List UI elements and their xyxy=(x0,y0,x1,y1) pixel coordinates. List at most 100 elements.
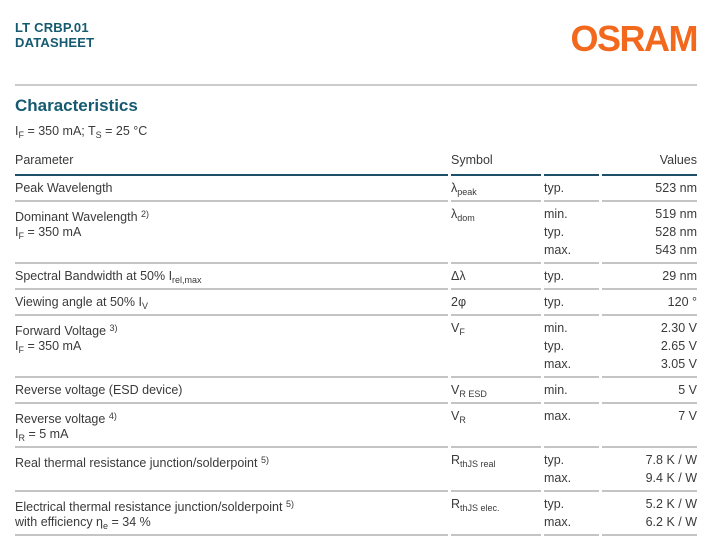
table-row: Viewing angle at 50% IV 2φ typ. 120 ° xyxy=(15,290,697,316)
value-text: 5.2 K / W xyxy=(645,497,697,511)
value-text: 543 nm xyxy=(655,243,697,257)
parameter-text: Forward Voltage 3) xyxy=(15,323,118,338)
symbol-cell: 2φ xyxy=(451,290,541,316)
parameter-text: Reverse voltage 4) xyxy=(15,411,117,426)
value-cell: 29 nm xyxy=(602,264,697,290)
symbol-cell: λdom xyxy=(451,202,541,264)
table-row: Reverse voltage 4) IR = 5 mA VR max. 7 V xyxy=(15,404,697,448)
parameter-cell: Spectral Bandwidth at 50% Irel,max xyxy=(15,264,448,290)
table-row: Electrical thermal resistance junction/s… xyxy=(15,492,697,536)
product-header: LT CRBP.01 DATASHEET xyxy=(15,20,94,50)
parameter-text: IR = 5 mA xyxy=(15,427,69,443)
parameter-cell: Forward Voltage 3) IF = 350 mA xyxy=(15,316,448,378)
limit-qualifier: typ. xyxy=(544,269,565,283)
limit-qualifier: min. xyxy=(544,383,568,397)
qualifier-cell: typ. xyxy=(544,264,599,290)
limit-qualifier: max. xyxy=(544,243,572,257)
limit-qualifier: min. xyxy=(544,321,568,335)
value-cell: 5 V xyxy=(602,378,697,404)
value-text: 7.8 K / W xyxy=(645,453,697,467)
value-text: 6.2 K / W xyxy=(645,515,697,529)
osram-logo: OSRAM xyxy=(570,18,699,59)
symbol-text: λpeak xyxy=(451,181,477,197)
symbol-text: RthJS real xyxy=(451,453,496,469)
section-title: Characteristics xyxy=(15,96,138,115)
symbol-cell: Δλ xyxy=(451,264,541,290)
parameter-cell: Reverse voltage (ESD device) xyxy=(15,378,448,404)
limit-qualifier: typ. xyxy=(544,181,565,195)
symbol-text: VR xyxy=(451,409,466,425)
test-conditions: IF = 350 mA; TS = 25 °C xyxy=(15,124,148,140)
parameter-cell: Peak Wavelength xyxy=(15,176,448,202)
symbol-cell: RthJS elec. xyxy=(451,492,541,536)
value-cell: 5.2 K / W 6.2 K / W xyxy=(602,492,697,536)
value-text: 3.05 V xyxy=(660,357,697,371)
limit-qualifier: max. xyxy=(544,515,572,529)
limit-qualifier: typ. xyxy=(544,339,565,353)
parameter-text: Viewing angle at 50% IV xyxy=(15,295,148,311)
table-row: Real thermal resistance junction/solderp… xyxy=(15,448,697,492)
header-divider xyxy=(15,84,697,86)
parameter-text: IF = 350 mA xyxy=(15,339,82,355)
parameter-text: Reverse voltage (ESD device) xyxy=(15,383,183,397)
value-text: 519 nm xyxy=(655,207,697,221)
qualifier-cell: typ. xyxy=(544,176,599,202)
symbol-cell: VF xyxy=(451,316,541,378)
value-cell: 519 nm 528 nm 543 nm xyxy=(602,202,697,264)
symbol-text: λdom xyxy=(451,207,475,223)
symbol-text: VR ESD xyxy=(451,383,487,399)
table-row: Peak Wavelength λpeak typ. 523 nm xyxy=(15,176,697,202)
limit-qualifier: max. xyxy=(544,471,572,485)
qualifier-cell: typ. xyxy=(544,290,599,316)
parameter-text: with efficiency ηe = 34 % xyxy=(15,515,151,531)
table-row: Forward Voltage 3) IF = 350 mA VF min. typ. m… xyxy=(15,316,697,378)
qualifier-cell: typ. max. xyxy=(544,448,599,492)
parameter-text: IF = 350 mA xyxy=(15,225,82,241)
parameter-cell: Real thermal resistance junction/solderp… xyxy=(15,448,448,492)
value-cell: 120 ° xyxy=(602,290,697,316)
column-header-values: Values xyxy=(602,147,697,176)
parameter-text: Electrical thermal resistance junction/s… xyxy=(15,499,294,514)
value-cell: 7 V xyxy=(602,404,697,448)
limit-qualifier: typ. xyxy=(544,453,565,467)
value-text: 528 nm xyxy=(655,225,697,239)
value-text: 5 V xyxy=(678,383,697,397)
value-cell: 2.30 V 2.65 V 3.05 V xyxy=(602,316,697,378)
limit-qualifier: max. xyxy=(544,409,572,423)
symbol-cell: RthJS real xyxy=(451,448,541,492)
limit-qualifier: max. xyxy=(544,357,572,371)
qualifier-cell: min. xyxy=(544,378,599,404)
table-row: Dominant Wavelength 2) IF = 350 mA λdom min… xyxy=(15,202,697,264)
value-text: 7 V xyxy=(678,409,697,423)
column-header-qualifier xyxy=(544,147,599,176)
table-row: Reverse voltage (ESD device) VR ESD min. 5 … xyxy=(15,378,697,404)
symbol-cell: VR xyxy=(451,404,541,448)
value-text: 120 ° xyxy=(667,295,697,309)
symbol-text: VF xyxy=(451,321,465,337)
value-text: 9.4 K / W xyxy=(645,471,697,485)
value-text: 2.30 V xyxy=(660,321,697,335)
qualifier-cell: min. typ. max. xyxy=(544,316,599,378)
product-name: LT CRBP.01 xyxy=(15,20,89,35)
value-text: 29 nm xyxy=(662,269,697,283)
limit-qualifier: min. xyxy=(544,207,568,221)
symbol-text: 2φ xyxy=(451,295,467,309)
value-cell: 523 nm xyxy=(602,176,697,202)
parameter-cell: Viewing angle at 50% IV xyxy=(15,290,448,316)
qualifier-cell: typ. max. xyxy=(544,492,599,536)
table-header-row: Parameter Symbol Values xyxy=(15,147,697,176)
parameter-text: Peak Wavelength xyxy=(15,181,113,195)
table-row: Spectral Bandwidth at 50% Irel,max Δλ typ.… xyxy=(15,264,697,290)
parameter-cell: Reverse voltage 4) IR = 5 mA xyxy=(15,404,448,448)
column-header-parameter: Parameter xyxy=(15,147,448,176)
table-body: Peak Wavelength λpeak typ. 523 nm Dominant W… xyxy=(15,176,697,536)
parameter-text: Real thermal resistance junction/solderp… xyxy=(15,455,269,470)
limit-qualifier: typ. xyxy=(544,225,565,239)
characteristics-table: Parameter Symbol Values Peak Wavelength λ… xyxy=(15,147,697,536)
column-header-symbol: Symbol xyxy=(451,147,541,176)
parameter-text: Dominant Wavelength 2) xyxy=(15,209,150,224)
symbol-cell: VR ESD xyxy=(451,378,541,404)
parameter-cell: Electrical thermal resistance junction/s… xyxy=(15,492,448,536)
parameter-cell: Dominant Wavelength 2) IF = 350 mA xyxy=(15,202,448,264)
